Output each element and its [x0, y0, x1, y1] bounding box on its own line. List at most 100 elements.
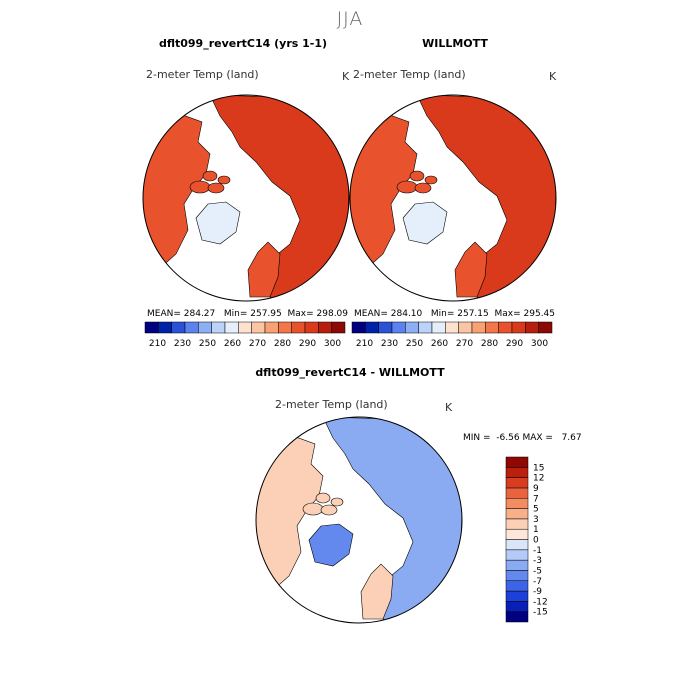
panel-1-max: 298.09 — [316, 309, 349, 319]
panel-1-stats: MEAN= 284.27 Min= 257.95 Max= 298.09 — [147, 309, 348, 319]
colorbar-panel-1-label: 290 — [299, 339, 316, 349]
colorbar-difference-swatch — [505, 477, 529, 489]
colorbar-panel-1-swatch — [158, 321, 172, 334]
panel-1-min-label: Min= — [223, 309, 248, 319]
map-panel-2-island — [409, 170, 425, 182]
panel-2-max-label: Max= — [494, 309, 521, 319]
panel-3-min-label: MIN = — [463, 433, 491, 443]
panel-1-variable: 2-meter Temp (land) — [146, 68, 259, 81]
map-panel-2-landmass — [402, 201, 448, 245]
panel-2-mean: 284.10 — [390, 309, 423, 319]
colorbar-difference-swatch — [505, 539, 529, 551]
colorbar-panel-1-swatch — [198, 321, 212, 334]
map-panel-2-island — [396, 180, 418, 194]
colorbar-panel-1-swatch — [211, 321, 226, 334]
map-panel-1-land — [143, 95, 349, 301]
map-panel-2-boundary — [349, 94, 557, 302]
map-panel-3-boundary — [255, 416, 463, 624]
colorbar-panel-1: 210 230 250 260 270 280 290 300 — [144, 321, 346, 349]
colorbar-panel-2-label: 270 — [456, 339, 473, 349]
colorbar-difference-swatch — [505, 487, 529, 499]
colorbar-difference-label: -7 — [533, 577, 542, 587]
colorbar-panel-2-label: 250 — [406, 339, 423, 349]
colorbar-difference-label: 9 — [533, 484, 539, 494]
map-panel-3-island — [320, 504, 338, 516]
colorbar-difference-label: -12 — [533, 597, 548, 607]
colorbar-difference-label: -9 — [533, 587, 542, 597]
colorbar-panel-2-swatch — [405, 321, 419, 334]
colorbar-panel-2-swatch — [365, 321, 379, 334]
map-panel-1-island — [189, 180, 211, 194]
colorbar-difference-swatch — [505, 528, 529, 540]
map-panel-2 — [349, 94, 557, 302]
map-panel-3-island — [315, 492, 331, 504]
panel-3-min: -6.56 — [496, 433, 520, 443]
colorbar-difference-swatch — [505, 580, 529, 592]
colorbar-panel-2-swatch — [458, 321, 473, 334]
colorbar-difference-swatch — [505, 498, 529, 509]
map-panel-1-island — [202, 170, 218, 182]
panel-3-minmax: MIN = -6.56 MAX = 7.67 — [463, 433, 582, 443]
map-panel-1 — [142, 94, 350, 302]
colorbar-difference-label: 12 — [533, 474, 544, 484]
colorbar-panel-1-swatch — [278, 321, 292, 334]
map-panel-2-island — [414, 182, 432, 194]
map-panel-3-island — [302, 502, 324, 516]
panel-1-unit: K — [342, 70, 350, 83]
colorbar-panel-2-label: 280 — [481, 339, 498, 349]
panel-1-max-label: Max= — [287, 309, 314, 319]
colorbar-panel-1-label: 270 — [249, 339, 266, 349]
colorbar-panel-2-label: 260 — [431, 339, 448, 349]
colorbar-panel-1-label: 300 — [324, 339, 341, 349]
colorbar-panel-1-label: 230 — [174, 339, 191, 349]
colorbar-panel-2-label: 230 — [381, 339, 398, 349]
colorbar-difference-label: -5 — [533, 566, 542, 576]
map-panel-1-island — [207, 182, 225, 194]
colorbar-difference-label: 7 — [533, 494, 539, 504]
map-panel-3-landmass — [256, 435, 324, 603]
colorbar-panel-2-swatch — [391, 321, 406, 334]
colorbar-panel-2: 210 230 250 260 270 280 290 300 — [351, 321, 553, 349]
map-panel-3-landmass — [322, 417, 462, 623]
colorbar-difference-swatch — [505, 508, 529, 520]
colorbar-difference-swatch — [505, 549, 529, 561]
colorbar-difference-label: -15 — [533, 608, 548, 618]
panel-2-stats: MEAN= 284.10 Min= 257.15 Max= 295.45 — [354, 309, 555, 319]
panel-2-unit: K — [549, 70, 557, 83]
colorbar-difference-swatch — [505, 601, 529, 612]
colorbar-panel-2-swatch — [525, 321, 539, 334]
panel-1-mean: 284.27 — [183, 309, 216, 319]
map-panel-1-landmass — [247, 241, 281, 298]
map-panel-2-land — [350, 95, 556, 301]
colorbar-panel-1-swatch — [318, 321, 332, 334]
panel-3-unit: K — [445, 401, 453, 414]
colorbar-difference-label: 1 — [533, 525, 539, 535]
map-panel-1-landmass — [143, 113, 211, 281]
colorbar-panel-1-swatch — [251, 321, 266, 334]
colorbar-panel-2-label: 210 — [356, 339, 373, 349]
colorbar-panel-1-label: 250 — [199, 339, 216, 349]
colorbar-difference-swatch — [505, 611, 529, 623]
map-panel-2-landmass — [350, 113, 418, 281]
colorbar-panel-1-swatch — [238, 321, 252, 334]
map-panel-1-island — [217, 175, 231, 185]
colorbar-panel-1-label: 210 — [149, 339, 166, 349]
colorbar-panel-1-swatch — [331, 321, 346, 334]
panel-1-mean-label: MEAN= — [147, 309, 181, 319]
panel-2-title: WILLMOTT — [422, 37, 488, 50]
panel-1-min: 257.95 — [250, 309, 282, 319]
panel-1-title: dflt099_revertC14 (yrs 1-1) — [158, 37, 328, 50]
colorbar-panel-2-swatch — [471, 321, 486, 334]
map-panel-1-boundary — [142, 94, 350, 302]
colorbar-difference-label: -1 — [533, 546, 542, 556]
map-panel-3-island — [330, 497, 344, 507]
colorbar-difference-swatch — [505, 559, 529, 571]
panel-2-max: 295.45 — [523, 309, 556, 319]
map-panel-2-landmass — [416, 95, 556, 301]
colorbar-panel-2-swatch — [538, 321, 553, 334]
colorbar-panel-1-swatch — [171, 321, 186, 334]
season-title: JJA — [336, 8, 364, 30]
colorbar-panel-2-swatch — [511, 321, 526, 334]
panel-2-min: 257.15 — [457, 309, 489, 319]
